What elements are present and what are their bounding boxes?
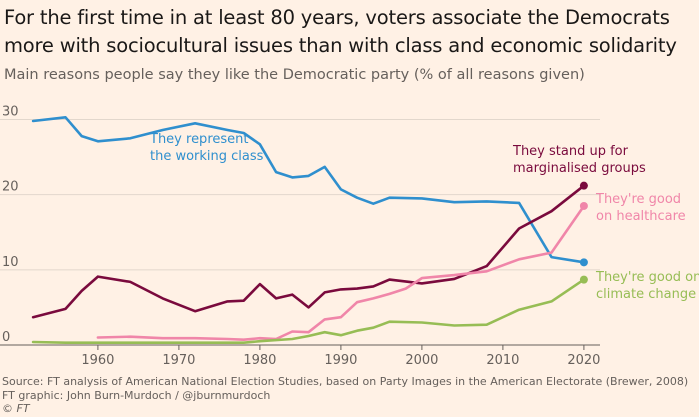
x-tick-label: 1990: [324, 353, 357, 368]
series-label-line: They stand up for: [512, 144, 629, 159]
series-end-dot-2: [579, 181, 588, 190]
x-tick-label: 1960: [81, 353, 114, 368]
series-label-line: climate change: [596, 287, 696, 302]
series-end-dot-1: [579, 258, 588, 267]
source-note: Source: FT analysis of American National…: [2, 375, 689, 388]
series-label-3: They're good on healthcare: [595, 192, 686, 224]
axes: 0 10 20 30 1960 1970 1980 1990 2000 2010 2020: [2, 105, 600, 368]
y-tick-label: 30: [2, 105, 19, 120]
x-tick-label: 1980: [243, 353, 276, 368]
series-label-2: They stand up for marginalised groups: [512, 144, 646, 176]
series-label-line: They represent: [149, 132, 248, 147]
series-label-line: They're good on: [595, 270, 699, 285]
series-label-1: They represent the working class: [149, 132, 264, 164]
ft-copyright: © FT: [2, 402, 30, 415]
series-lines: [31, 116, 588, 344]
series-line-4: [31, 278, 586, 344]
credit-note: FT graphic: John Burn-Murdoch / @jburnmu…: [2, 388, 271, 402]
gridlines: [0, 119, 600, 346]
y-tick-label: 0: [2, 330, 10, 345]
y-tick-label: 10: [2, 255, 19, 270]
chart-subtitle: Main reasons people say they like the De…: [4, 67, 585, 83]
series-label-line: They're good: [595, 192, 681, 207]
footer: Source: FT analysis of American National…: [2, 375, 697, 416]
x-tick-label: 2020: [567, 353, 600, 368]
series-label-4: They're good on climate change: [595, 270, 699, 302]
series-end-dot-4: [579, 275, 588, 284]
x-tick-label: 2010: [486, 353, 519, 368]
y-tick-label: 20: [2, 180, 19, 195]
series-label-line: the working class: [150, 149, 264, 164]
series-line-3: [96, 204, 586, 341]
series-label-line: on healthcare: [596, 209, 686, 224]
series-label-line: marginalised groups: [513, 161, 646, 176]
series-line-1: [31, 116, 586, 264]
series-end-dot-3: [579, 201, 588, 210]
series-labels: They represent the working class They stan…: [149, 132, 699, 302]
x-tick-label: 2000: [405, 353, 438, 368]
chart-title: For the first time in at least 80 years,…: [4, 6, 677, 57]
x-tick-label: 1970: [162, 353, 195, 368]
series-line-2: [31, 184, 586, 319]
